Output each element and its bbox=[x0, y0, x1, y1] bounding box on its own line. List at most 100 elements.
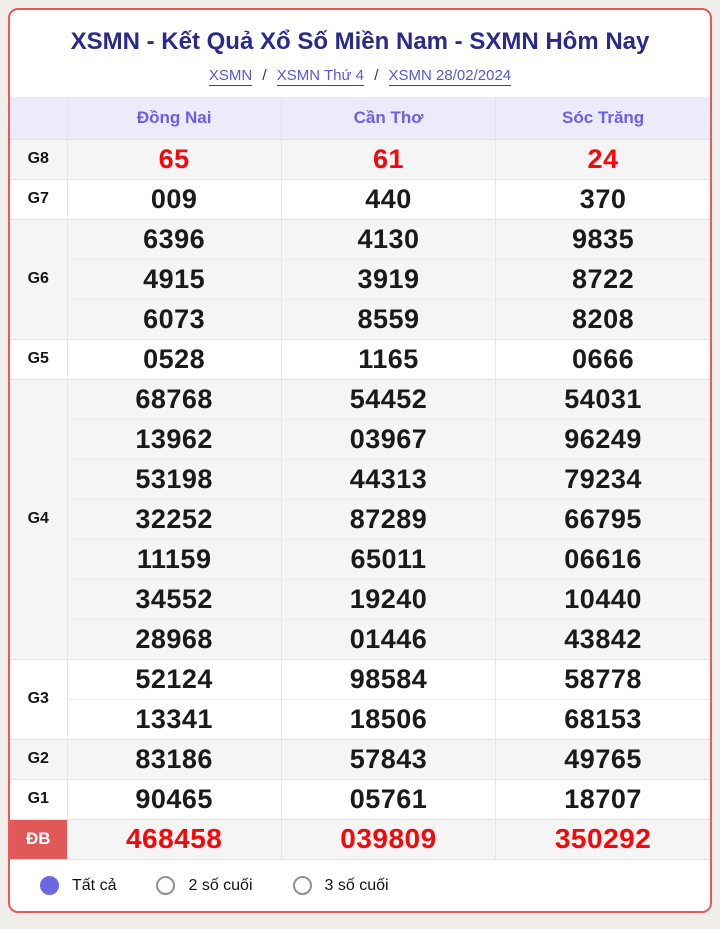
result-number-g4-col1: 13962 bbox=[66, 418, 282, 459]
filter-options: Tất cả 2 số cuối 3 số cuối bbox=[10, 859, 710, 895]
result-number-g7-col3: 370 bbox=[495, 178, 710, 219]
result-number-g4-col3: 79234 bbox=[495, 458, 710, 499]
result-number-g6-col3: 8722 bbox=[495, 258, 710, 299]
lottery-results-card: XSMN - Kết Quả Xổ Số Miền Nam - SXMN Hôm… bbox=[8, 8, 712, 913]
result-number-g3-col2: 98584 bbox=[280, 658, 496, 699]
result-number-g6-col1: 6396 bbox=[66, 218, 282, 259]
result-number-g2-col1: 83186 bbox=[66, 738, 282, 779]
result-number-db-col1: 468458 bbox=[66, 818, 282, 859]
result-number-db-col2: 039809 bbox=[280, 818, 496, 859]
result-number-g4-col2: 65011 bbox=[280, 538, 496, 579]
filter-option-last-2[interactable]: 2 số cuối bbox=[156, 876, 253, 895]
filter-option-all[interactable]: Tất cả bbox=[40, 876, 116, 895]
result-number-g5-col1: 0528 bbox=[66, 338, 282, 379]
prize-row-g1: G1 90465 05761 18707 bbox=[10, 778, 710, 819]
result-number-g7-col1: 009 bbox=[66, 178, 282, 219]
breadcrumb: XSMN / XSMN Thứ 4 / XSMN 28/02/2024 bbox=[10, 66, 710, 86]
breadcrumb-link-xsmn[interactable]: XSMN bbox=[208, 67, 253, 86]
prize-row-g6: G6 6396 4130 9835 bbox=[10, 218, 710, 339]
result-number-g4-col2: 44313 bbox=[280, 458, 496, 499]
result-number-g2-col2: 57843 bbox=[280, 738, 496, 779]
result-number-g3-col2: 18506 bbox=[280, 698, 496, 739]
prize-row-g8: G8 65 61 24 bbox=[10, 138, 710, 179]
column-header-soc-trang[interactable]: Sóc Trăng bbox=[495, 97, 710, 139]
result-number-g4-col1: 53198 bbox=[66, 458, 282, 499]
result-number-g6-col1: 4915 bbox=[66, 258, 282, 299]
prize-row-g6: 6073 8559 8208 bbox=[10, 298, 710, 339]
result-number-g8-col3: 24 bbox=[495, 138, 710, 179]
filter-option-last-3[interactable]: 3 số cuối bbox=[292, 876, 389, 895]
prize-row-g2: G2 83186 57843 49765 bbox=[10, 738, 710, 779]
result-number-g4-col3: 06616 bbox=[495, 538, 710, 579]
result-number-g3-col1: 13341 bbox=[66, 698, 282, 739]
prize-row-g5: G5 0528 1165 0666 bbox=[10, 338, 710, 379]
result-number-g4-col2: 87289 bbox=[280, 498, 496, 539]
card-header: XSMN - Kết Quả Xổ Số Miền Nam - SXMN Hôm… bbox=[10, 10, 710, 86]
result-number-g5-col3: 0666 bbox=[495, 338, 710, 379]
result-number-g4-col1: 32252 bbox=[66, 498, 282, 539]
breadcrumb-separator: / bbox=[374, 67, 379, 84]
results-table: Đồng Nai Cần Thơ Sóc Trăng G8 65 61 24 G7 009… bbox=[10, 97, 710, 859]
prize-row-g7: G7 009 440 370 bbox=[10, 178, 710, 219]
result-number-g1-col2: 05761 bbox=[280, 778, 496, 819]
result-number-g6-col2: 8559 bbox=[280, 298, 496, 339]
radio-unselected-icon[interactable] bbox=[292, 876, 312, 895]
prize-row-g4: 32252 87289 66795 bbox=[10, 498, 710, 539]
prize-row-g4: 28968 01446 43842 bbox=[10, 618, 710, 659]
prize-row-g4: G4 68768 54452 54031 bbox=[10, 378, 710, 659]
result-number-g4-col3: 10440 bbox=[495, 578, 710, 619]
breadcrumb-link-xsmn-date[interactable]: XSMN 28/02/2024 bbox=[388, 67, 512, 86]
breadcrumb-separator: / bbox=[262, 67, 267, 84]
result-number-g4-col3: 43842 bbox=[495, 618, 710, 659]
radio-unselected-icon[interactable] bbox=[156, 876, 176, 895]
result-number-g4-col1: 11159 bbox=[66, 538, 282, 579]
result-number-g4-col2: 54452 bbox=[280, 378, 496, 419]
result-number-g5-col2: 1165 bbox=[280, 338, 496, 379]
prize-label-g8: G8 bbox=[10, 138, 67, 179]
result-number-db-col3: 350292 bbox=[495, 818, 710, 859]
prize-label-g6: G6 bbox=[10, 218, 67, 339]
prize-label-db: ĐB bbox=[10, 818, 67, 859]
breadcrumb-link-xsmn-weekday[interactable]: XSMN Thứ 4 bbox=[276, 67, 365, 86]
result-number-g6-col2: 3919 bbox=[280, 258, 496, 299]
result-number-g1-col3: 18707 bbox=[495, 778, 710, 819]
result-number-g4-col1: 68768 bbox=[66, 378, 282, 419]
prize-label-g1: G1 bbox=[10, 778, 67, 819]
result-number-g4-col3: 96249 bbox=[495, 418, 710, 459]
result-number-g6-col2: 4130 bbox=[280, 218, 496, 259]
prize-label-g4: G4 bbox=[10, 378, 67, 659]
prize-row-g3: 13341 18506 68153 bbox=[10, 698, 710, 739]
column-header-dong-nai[interactable]: Đồng Nai bbox=[66, 97, 282, 139]
prize-column-corner-cell bbox=[10, 97, 67, 139]
result-number-g1-col1: 90465 bbox=[66, 778, 282, 819]
prize-row-g4: 11159 65011 06616 bbox=[10, 538, 710, 579]
result-number-g3-col1: 52124 bbox=[66, 658, 282, 699]
column-header-can-tho[interactable]: Cần Thơ bbox=[280, 97, 496, 139]
prize-label-g7: G7 bbox=[10, 178, 67, 219]
prize-row-g6: 4915 3919 8722 bbox=[10, 258, 710, 299]
result-number-g4-col2: 19240 bbox=[280, 578, 496, 619]
prize-row-g3: G3 52124 98584 58778 bbox=[10, 658, 710, 739]
result-number-g4-col2: 01446 bbox=[280, 618, 496, 659]
result-number-g7-col2: 440 bbox=[280, 178, 496, 219]
result-number-g4-col1: 34552 bbox=[66, 578, 282, 619]
result-number-g8-col1: 65 bbox=[66, 138, 282, 179]
result-number-g3-col3: 58778 bbox=[495, 658, 710, 699]
prize-row-db: ĐB 468458 039809 350292 bbox=[10, 818, 710, 859]
radio-selected-icon[interactable] bbox=[40, 876, 59, 895]
filter-option-label: 2 số cuối bbox=[188, 876, 253, 894]
results-table-header: Đồng Nai Cần Thơ Sóc Trăng bbox=[10, 97, 710, 139]
result-number-g6-col1: 6073 bbox=[66, 298, 282, 339]
prize-row-g4: 34552 19240 10440 bbox=[10, 578, 710, 619]
page-title: XSMN - Kết Quả Xổ Số Miền Nam - SXMN Hôm… bbox=[70, 28, 650, 55]
result-number-g4-col3: 54031 bbox=[495, 378, 710, 419]
result-number-g2-col3: 49765 bbox=[495, 738, 710, 779]
prize-label-g3: G3 bbox=[10, 658, 67, 739]
result-number-g3-col3: 68153 bbox=[495, 698, 710, 739]
results-table-body: G8 65 61 24 G7 009 440 370 G6 6396 4130 9835 4915 391… bbox=[10, 138, 710, 859]
result-number-g4-col2: 03967 bbox=[280, 418, 496, 459]
filter-option-label: Tất cả bbox=[72, 876, 117, 894]
filter-option-label: 3 số cuối bbox=[324, 876, 389, 894]
prize-label-g2: G2 bbox=[10, 738, 67, 779]
result-number-g6-col3: 8208 bbox=[495, 298, 710, 339]
